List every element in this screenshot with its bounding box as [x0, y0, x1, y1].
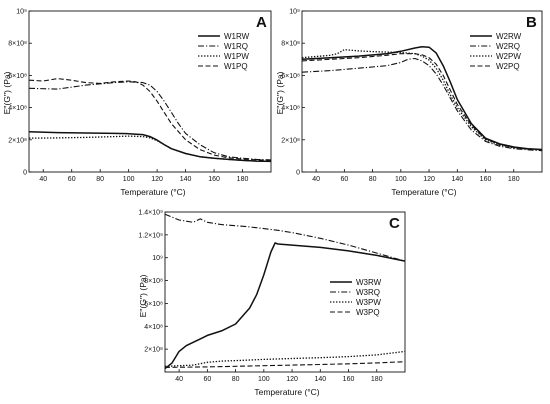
panel-b-xtick-label: 40	[312, 176, 320, 183]
panel-c-ytick-label: 4×10⁸	[144, 324, 163, 331]
legend-w1pw-label: W1PW	[224, 52, 249, 61]
panel-a-ytick-label: 0	[23, 170, 27, 177]
panel-a: A Temperature (°C) E''(G'') (Pa) 40 60 80 1…	[2, 9, 272, 197]
panel-a-xtick-label: 80	[96, 176, 104, 183]
panel-c-ytick-label: 10⁹	[152, 255, 163, 262]
panel-a-xtick-label: 160	[208, 176, 220, 183]
panel-b-ytick-label: 2×10⁸	[281, 137, 300, 144]
series-w2pq-line	[301, 53, 543, 151]
legend-w3rw-label: W3RW	[356, 278, 382, 287]
series-w1pq-line	[28, 78, 272, 161]
legend-w3rq-label: W3RQ	[356, 288, 380, 297]
panel-a-xtick-label: 180	[237, 176, 249, 183]
panel-b-xtick-label: 80	[369, 176, 377, 183]
panel-b-ylabel: E''(G'') (Pa)	[275, 71, 285, 114]
panel-a-frame	[28, 10, 272, 173]
panel-b-xtick-label: 140	[451, 176, 463, 183]
series-w3pq-line	[164, 361, 406, 368]
legend-w2pq-label: W2PQ	[496, 62, 520, 71]
panel-c-xlabel: Temperature (°C)	[254, 387, 319, 397]
series-w1pw-line	[28, 135, 272, 163]
panel-b-xtick-label: 60	[340, 176, 348, 183]
legend-w2pw-label: W2PW	[496, 52, 521, 61]
legend-w2rw-label: W2RW	[496, 32, 522, 41]
legend-w2rq-label: W2RQ	[496, 42, 520, 51]
legend-w3pq-label: W3PQ	[356, 308, 380, 317]
series-w3pw-line	[164, 350, 406, 367]
legend-w1pq-label: W1PQ	[224, 62, 248, 71]
series-w2pw-line	[301, 48, 543, 151]
panel-c-letter: C	[389, 215, 400, 232]
panel-a-ytick-label: 4×10⁸	[8, 105, 27, 112]
panel-b-ytick-label: 10⁹	[289, 9, 300, 16]
panel-a-letter: A	[256, 14, 267, 31]
panel-c-xtick-label: 40	[175, 376, 183, 383]
panel-a-ytick-label: 6×10⁸	[8, 73, 27, 80]
panel-a-ytick-label: 2×10⁸	[8, 137, 27, 144]
panel-c-xtick-label: 100	[258, 376, 270, 383]
legend-w1rq-label: W1RQ	[224, 42, 248, 51]
series-w2rq-line	[301, 57, 543, 152]
panel-b-xtick-label: 100	[395, 176, 407, 183]
panel-c-xtick-label: 60	[203, 376, 211, 383]
panel-a-ylabel: E''(G'') (Pa)	[2, 71, 12, 114]
panel-c-xtick-label: 180	[371, 376, 383, 383]
panel-c: C Temperature (°C) E''(G'') (Pa) 40 60 80 1…	[138, 210, 406, 397]
panel-b: B Temperature (°C) E''(G'') (Pa) 40 60 80 1…	[275, 9, 543, 197]
panel-c-ylabel: E''(G'') (Pa)	[138, 274, 148, 317]
panel-c-xtick-label: 80	[232, 376, 240, 383]
panel-b-xtick-label: 120	[423, 176, 435, 183]
panel-a-xtick-label: 140	[180, 176, 192, 183]
panel-c-xtick-label: 120	[286, 376, 298, 383]
series-w2rw-line	[301, 45, 543, 151]
panel-c-ytick-label: 2×10⁸	[144, 347, 163, 354]
panel-b-xtick-label: 180	[508, 176, 520, 183]
panel-c-ytick-label: 6×10⁸	[144, 301, 163, 308]
panel-a-ytick-label: 10⁹	[16, 9, 27, 16]
panel-c-ytick-label: 1.4×10⁹	[138, 210, 163, 217]
panel-a-ytick-label: 8×10⁸	[8, 41, 27, 48]
panel-b-xtick-label: 160	[480, 176, 492, 183]
series-w1rq-line	[28, 81, 272, 161]
panel-b-ytick-label: 6×10⁸	[281, 73, 300, 80]
panel-b-xlabel: Temperature (°C)	[391, 187, 456, 197]
panel-c-xtick-label: 140	[314, 376, 326, 383]
panel-c-xtick-label: 160	[343, 376, 355, 383]
panel-c-ytick-label: 1.2×10⁹	[138, 232, 163, 239]
panel-c-frame	[164, 211, 406, 373]
panel-a-xtick-label: 60	[68, 176, 76, 183]
panel-b-letter: B	[526, 14, 537, 31]
panel-b-frame	[301, 10, 543, 173]
series-w3rw-line	[164, 242, 406, 370]
panel-a-xtick-label: 100	[123, 176, 135, 183]
panel-b-ytick-label: 8×10⁸	[281, 41, 300, 48]
legend-w1rw-label: W1RW	[224, 32, 250, 41]
panel-a-xtick-label: 120	[151, 176, 163, 183]
panel-c-ytick-label: 8×10⁸	[144, 278, 163, 285]
panel-b-ytick-label: 0	[296, 170, 300, 177]
panel-a-xtick-label: 40	[39, 176, 47, 183]
panel-b-ytick-label: 4×10⁸	[281, 105, 300, 112]
panel-a-xlabel: Temperature (°C)	[120, 187, 185, 197]
legend-w3pw-label: W3PW	[356, 298, 381, 307]
